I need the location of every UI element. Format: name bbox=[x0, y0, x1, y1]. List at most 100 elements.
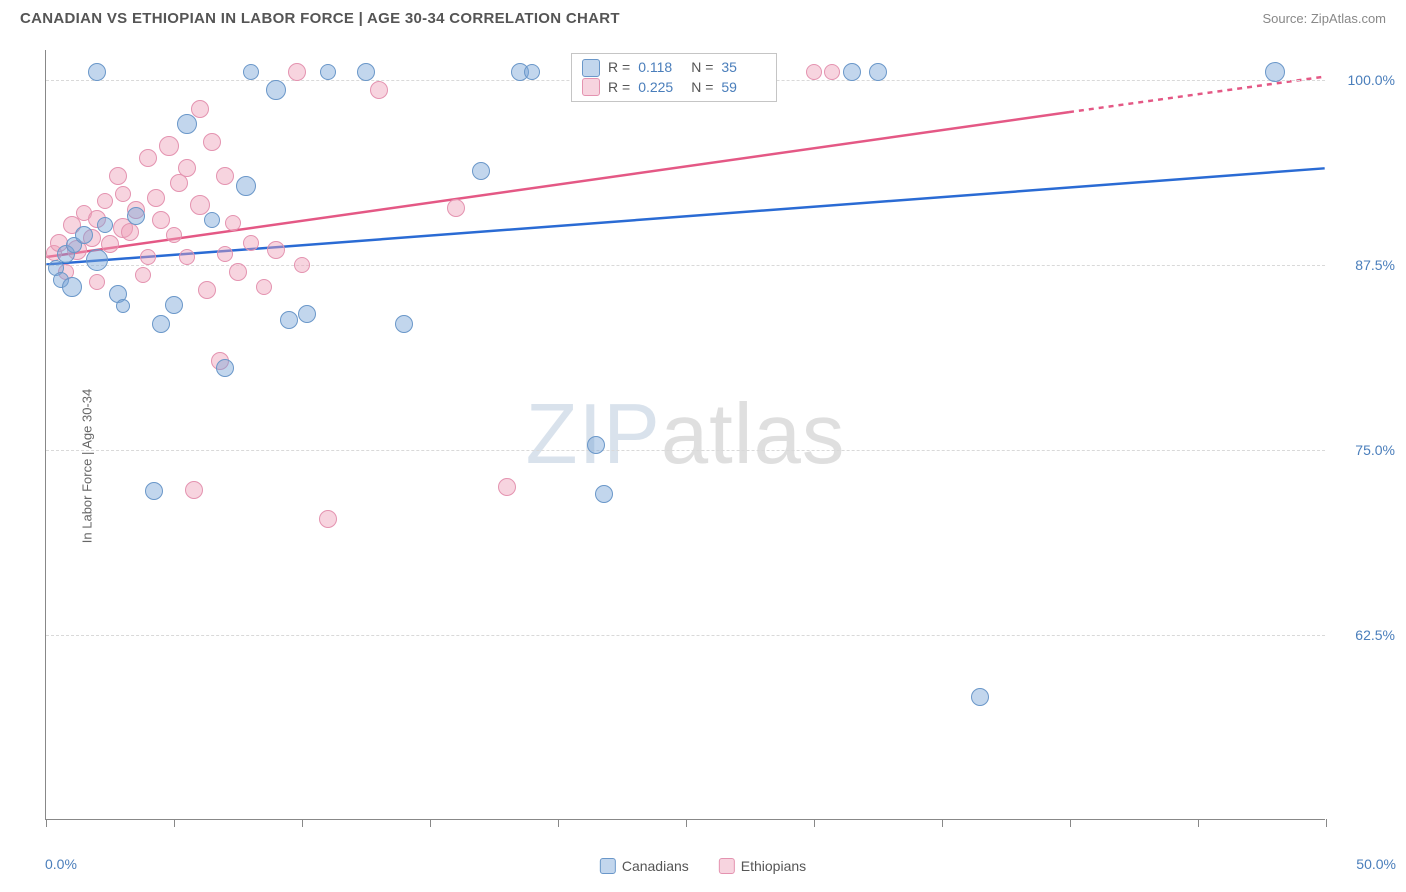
y-tick-label: 62.5% bbox=[1335, 627, 1395, 643]
data-point-canadians bbox=[204, 212, 220, 228]
data-point-canadians bbox=[395, 315, 413, 333]
data-point-ethiopians bbox=[256, 279, 272, 295]
data-point-canadians bbox=[116, 299, 130, 313]
data-point-canadians bbox=[97, 217, 113, 233]
data-point-ethiopians bbox=[824, 64, 840, 80]
data-point-canadians bbox=[165, 296, 183, 314]
data-point-canadians bbox=[320, 64, 336, 80]
data-point-ethiopians bbox=[135, 267, 151, 283]
series-legend: Canadians Ethiopians bbox=[600, 858, 806, 874]
r-value-canadians: 0.118 bbox=[638, 58, 683, 78]
data-point-canadians bbox=[595, 485, 613, 503]
data-point-ethiopians bbox=[447, 199, 465, 217]
x-tick bbox=[302, 819, 303, 827]
watermark-zip: ZIP bbox=[526, 387, 661, 482]
data-point-ethiopians bbox=[229, 263, 247, 281]
data-point-ethiopians bbox=[806, 64, 822, 80]
data-point-canadians bbox=[236, 176, 256, 196]
gridline bbox=[46, 635, 1325, 636]
data-point-ethiopians bbox=[147, 189, 165, 207]
x-tick bbox=[814, 819, 815, 827]
data-point-ethiopians bbox=[225, 215, 241, 231]
data-point-canadians bbox=[298, 305, 316, 323]
chart-source: Source: ZipAtlas.com bbox=[1262, 11, 1386, 26]
correlation-row-canadians: R = 0.118 N = 35 bbox=[582, 58, 766, 78]
data-point-canadians bbox=[75, 226, 93, 244]
data-point-ethiopians bbox=[166, 227, 182, 243]
trendlines-svg bbox=[46, 50, 1325, 819]
n-value-canadians: 35 bbox=[721, 58, 766, 78]
legend-item-canadians: Canadians bbox=[600, 858, 689, 874]
data-point-canadians bbox=[843, 63, 861, 81]
data-point-canadians bbox=[88, 63, 106, 81]
data-point-ethiopians bbox=[140, 249, 156, 265]
data-point-ethiopians bbox=[179, 249, 195, 265]
x-tick bbox=[174, 819, 175, 827]
data-point-ethiopians bbox=[178, 159, 196, 177]
r-value-ethiopians: 0.225 bbox=[638, 78, 683, 98]
chart-header: CANADIAN VS ETHIOPIAN IN LABOR FORCE | A… bbox=[0, 0, 1406, 35]
data-point-canadians bbox=[472, 162, 490, 180]
data-point-canadians bbox=[86, 249, 108, 271]
data-point-ethiopians bbox=[109, 167, 127, 185]
data-point-ethiopians bbox=[121, 223, 139, 241]
r-label: R = bbox=[608, 78, 630, 98]
chart-title: CANADIAN VS ETHIOPIAN IN LABOR FORCE | A… bbox=[20, 10, 620, 27]
x-max-label: 50.0% bbox=[1356, 856, 1396, 872]
x-tick bbox=[430, 819, 431, 827]
x-tick bbox=[46, 819, 47, 827]
swatch-canadians bbox=[600, 858, 616, 874]
data-point-canadians bbox=[971, 688, 989, 706]
data-point-ethiopians bbox=[190, 195, 210, 215]
data-point-canadians bbox=[177, 114, 197, 134]
gridline bbox=[46, 450, 1325, 451]
data-point-ethiopians bbox=[243, 235, 259, 251]
correlation-legend: R = 0.118 N = 35 R = 0.225 N = 59 bbox=[571, 53, 777, 102]
correlation-row-ethiopians: R = 0.225 N = 59 bbox=[582, 78, 766, 98]
data-point-canadians bbox=[243, 64, 259, 80]
x-tick bbox=[1326, 819, 1327, 827]
data-point-ethiopians bbox=[185, 481, 203, 499]
watermark: ZIPatlas bbox=[526, 386, 846, 484]
data-point-canadians bbox=[62, 277, 82, 297]
swatch-canadians bbox=[582, 59, 600, 77]
x-tick bbox=[686, 819, 687, 827]
x-tick bbox=[942, 819, 943, 827]
watermark-atlas: atlas bbox=[661, 387, 846, 482]
x-min-label: 0.0% bbox=[45, 856, 77, 872]
n-value-ethiopians: 59 bbox=[721, 78, 766, 98]
data-point-ethiopians bbox=[267, 241, 285, 259]
data-point-ethiopians bbox=[217, 246, 233, 262]
data-point-ethiopians bbox=[498, 478, 516, 496]
data-point-canadians bbox=[266, 80, 286, 100]
y-tick-label: 100.0% bbox=[1335, 72, 1395, 88]
legend-item-ethiopians: Ethiopians bbox=[719, 858, 806, 874]
data-point-ethiopians bbox=[97, 193, 113, 209]
n-label: N = bbox=[691, 78, 713, 98]
legend-label-canadians: Canadians bbox=[622, 858, 689, 874]
data-point-canadians bbox=[145, 482, 163, 500]
data-point-ethiopians bbox=[288, 63, 306, 81]
y-tick-label: 75.0% bbox=[1335, 442, 1395, 458]
x-tick bbox=[1198, 819, 1199, 827]
x-tick bbox=[1070, 819, 1071, 827]
chart-area: In Labor Force | Age 30-34 ZIPatlas R = … bbox=[0, 40, 1406, 892]
data-point-canadians bbox=[587, 436, 605, 454]
n-label: N = bbox=[691, 58, 713, 78]
data-point-canadians bbox=[280, 311, 298, 329]
data-point-ethiopians bbox=[139, 149, 157, 167]
swatch-ethiopians bbox=[719, 858, 735, 874]
data-point-ethiopians bbox=[89, 274, 105, 290]
data-point-ethiopians bbox=[152, 211, 170, 229]
data-point-canadians bbox=[127, 207, 145, 225]
data-point-canadians bbox=[216, 359, 234, 377]
data-point-canadians bbox=[1265, 62, 1285, 82]
data-point-ethiopians bbox=[319, 510, 337, 528]
data-point-canadians bbox=[869, 63, 887, 81]
data-point-ethiopians bbox=[203, 133, 221, 151]
plot-area: ZIPatlas R = 0.118 N = 35 R = 0.225 N = … bbox=[45, 50, 1325, 820]
swatch-ethiopians bbox=[582, 78, 600, 96]
data-point-ethiopians bbox=[198, 281, 216, 299]
data-point-ethiopians bbox=[159, 136, 179, 156]
data-point-ethiopians bbox=[294, 257, 310, 273]
